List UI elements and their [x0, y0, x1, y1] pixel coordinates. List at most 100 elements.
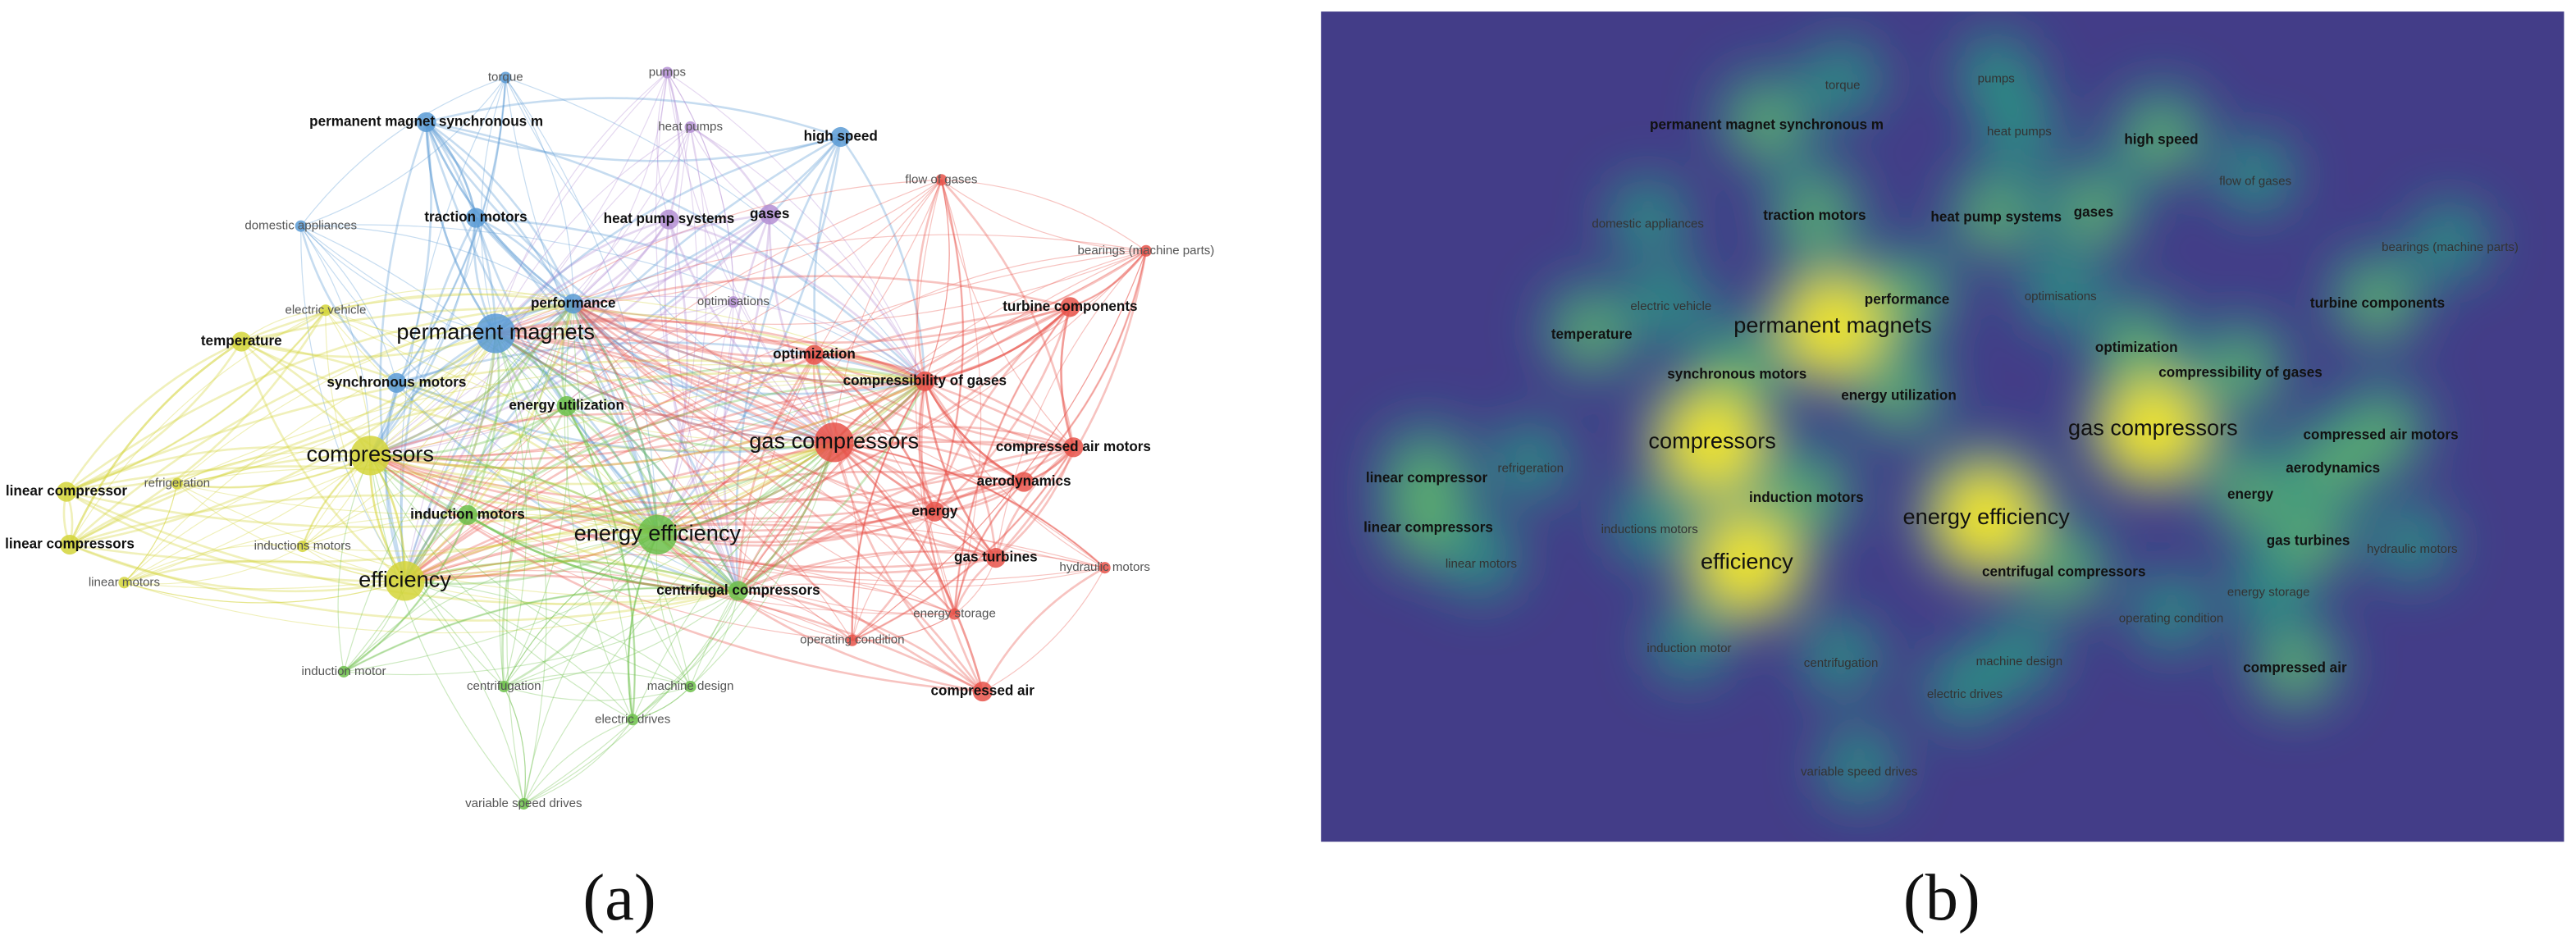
density-peak	[2042, 551, 2085, 595]
edge	[404, 531, 658, 582]
density-blob	[2215, 135, 2295, 215]
edge	[404, 179, 942, 582]
node	[556, 395, 577, 417]
edge	[425, 121, 574, 305]
edge	[573, 303, 1074, 449]
edge	[466, 303, 574, 516]
edge	[505, 77, 574, 304]
edge	[66, 340, 243, 493]
node-label: gases	[750, 206, 789, 221]
node	[1140, 244, 1152, 257]
edge	[657, 510, 935, 547]
edge	[573, 303, 853, 641]
edge	[495, 218, 669, 335]
edge	[343, 303, 574, 673]
edge	[813, 354, 925, 383]
edge	[66, 441, 835, 529]
edge	[852, 614, 955, 641]
edge	[738, 550, 1105, 591]
node-label: turbine components	[1003, 299, 1137, 314]
node-label: gases	[2074, 204, 2113, 220]
edge	[66, 490, 405, 583]
node-label: traction motors	[424, 209, 527, 225]
node-label: permanent magnets	[396, 319, 595, 344]
edge	[633, 686, 692, 720]
edge	[123, 454, 371, 583]
edge	[467, 441, 835, 519]
edge	[369, 213, 771, 457]
edge	[495, 319, 925, 383]
node-label: refrigeration	[1498, 461, 1564, 475]
node-label: hydraulic motors	[2367, 542, 2458, 556]
edge	[495, 332, 740, 591]
edge	[404, 574, 984, 693]
edge	[124, 333, 496, 583]
edge	[657, 441, 835, 536]
edge	[69, 309, 327, 546]
edge	[918, 381, 936, 513]
node	[563, 294, 583, 314]
edge	[995, 446, 1075, 559]
edge	[690, 126, 770, 216]
node	[231, 331, 252, 352]
edge	[1023, 250, 1148, 483]
edge	[924, 381, 997, 559]
edge	[573, 302, 1071, 344]
edge	[656, 126, 708, 536]
edge	[475, 217, 926, 382]
edge	[813, 354, 1074, 449]
edge	[834, 440, 1106, 569]
node-label: energy storage	[2227, 585, 2310, 599]
density-blob	[1802, 39, 1883, 119]
edge	[404, 305, 1071, 582]
node	[518, 797, 530, 810]
edge	[343, 333, 496, 673]
node-label: energy efficiency	[1903, 504, 2071, 529]
edge	[523, 719, 633, 805]
edge	[404, 440, 1074, 582]
edge	[657, 180, 943, 536]
edge	[369, 77, 506, 456]
edge	[494, 332, 659, 536]
edge	[369, 454, 739, 592]
edge	[369, 446, 1074, 505]
edge	[572, 303, 739, 592]
density-blob	[1608, 178, 1688, 258]
edge	[369, 136, 842, 457]
edge	[404, 521, 1105, 582]
edge	[565, 404, 659, 536]
edge	[404, 218, 670, 582]
edge	[501, 405, 568, 687]
edge	[572, 303, 834, 444]
edge	[495, 72, 668, 334]
edge	[565, 405, 637, 720]
edge	[124, 580, 405, 604]
node-label: heat pumps	[658, 120, 723, 134]
edge	[656, 534, 852, 641]
edge	[124, 582, 739, 634]
edge	[523, 442, 835, 805]
node-label: linear motors	[89, 575, 160, 589]
edge	[123, 483, 178, 583]
edge	[657, 380, 926, 536]
node	[727, 296, 739, 308]
edge	[176, 454, 371, 488]
edge	[495, 332, 740, 591]
edge	[656, 72, 698, 536]
edge	[495, 333, 692, 687]
edge	[503, 381, 925, 687]
edge	[66, 302, 573, 493]
edge	[425, 121, 574, 304]
edge	[632, 442, 835, 720]
node-label: compressed air	[931, 683, 1035, 699]
node-label: induction motors	[410, 506, 525, 522]
edge	[369, 455, 633, 720]
edge	[925, 250, 1147, 382]
node-label: machine design	[1976, 655, 2063, 668]
edge	[566, 404, 834, 449]
node	[59, 534, 80, 555]
edge	[690, 126, 925, 382]
edge	[343, 381, 925, 673]
edge	[370, 380, 925, 470]
node-label: high speed	[2124, 132, 2198, 148]
